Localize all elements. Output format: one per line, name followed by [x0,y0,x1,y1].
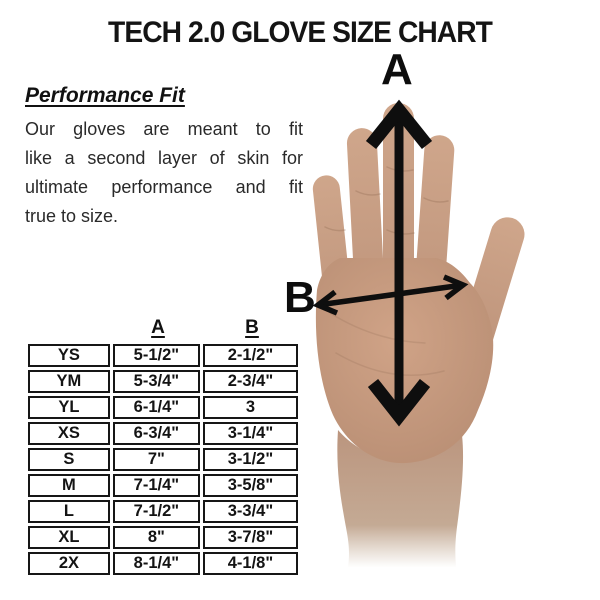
size-table: YS 5-1/2" 2-1/2" YM 5-3/4" 2-3/4" YL 6-1/4" 3 XS 6… [25,341,301,578]
measurement-b-cell: 3-1/2" [202,448,298,471]
measurement-a-cell: 8" [112,526,200,549]
measurement-b-label: B [284,273,316,322]
intro-paragraph: Our gloves are meant to fit like a secon… [25,115,303,231]
size-cell: S [28,448,110,471]
hand-palm-illustration [312,99,582,575]
table-row: YL 6-1/4" 3 [28,396,298,419]
measurement-a-cell: 8-1/4" [112,552,200,575]
measurement-a-cell: 5-1/2" [112,344,200,367]
table-row: XL 8" 3-7/8" [28,526,298,549]
palm-shape [315,258,494,464]
measurement-a-cell: 6-3/4" [112,422,200,445]
table-row: 2X 8-1/4" 4-1/8" [28,552,298,575]
intro-line: true to size. [25,206,119,226]
table-row: M 7-1/4" 3-5/8" [28,474,298,497]
measurement-b-cell: 3-3/4" [202,500,298,523]
performance-fit-heading: Performance Fit [25,84,185,107]
size-cell: YM [28,370,110,393]
measurement-a-cell: 7-1/4" [112,474,200,497]
forearm-fade [312,525,582,575]
measurement-a-label: A [381,45,413,94]
table-row: YM 5-3/4" 2-3/4" [28,370,298,393]
intro-line: ultimate performance and fit [25,177,303,197]
table-column-header-b: B [245,317,259,338]
measurement-a-cell: 5-3/4" [112,370,200,393]
measurement-b-cell: 2-3/4" [202,370,298,393]
size-cell: YS [28,344,110,367]
intro-line: Our gloves are meant to fit [25,119,303,139]
size-cell: M [28,474,110,497]
size-cell: YL [28,396,110,419]
measurement-a-cell: 7-1/2" [112,500,200,523]
size-table-body: YS 5-1/2" 2-1/2" YM 5-3/4" 2-3/4" YL 6-1/4" 3 XS 6… [28,344,298,575]
page-title: TECH 2.0 GLOVE SIZE CHART [108,16,493,49]
table-row: L 7-1/2" 3-3/4" [28,500,298,523]
size-cell: L [28,500,110,523]
measurement-a-cell: 6-1/4" [112,396,200,419]
size-cell: XL [28,526,110,549]
measurement-b-cell: 2-1/2" [202,344,298,367]
size-cell: XS [28,422,110,445]
skin-creases [324,166,449,376]
measurement-b-arrow [312,274,469,316]
table-row: XS 6-3/4" 3-1/4" [28,422,298,445]
hand-measurement-diagram: A B [270,40,600,588]
intro-line: like a second layer of skin for [25,148,303,168]
measurement-b-cell: 3 [202,396,298,419]
intro-section: Performance Fit Our gloves are meant to … [25,84,303,231]
table-row: YS 5-1/2" 2-1/2" [28,344,298,367]
measurement-b-cell: 3-5/8" [202,474,298,497]
size-cell: 2X [28,552,110,575]
table-column-header-a: A [151,317,165,338]
measurement-b-cell: 4-1/8" [202,552,298,575]
measurement-a-cell: 7" [112,448,200,471]
measurement-a-arrow [365,99,433,427]
measurement-b-cell: 3-7/8" [202,526,298,549]
measurement-b-cell: 3-1/4" [202,422,298,445]
table-row: S 7" 3-1/2" [28,448,298,471]
